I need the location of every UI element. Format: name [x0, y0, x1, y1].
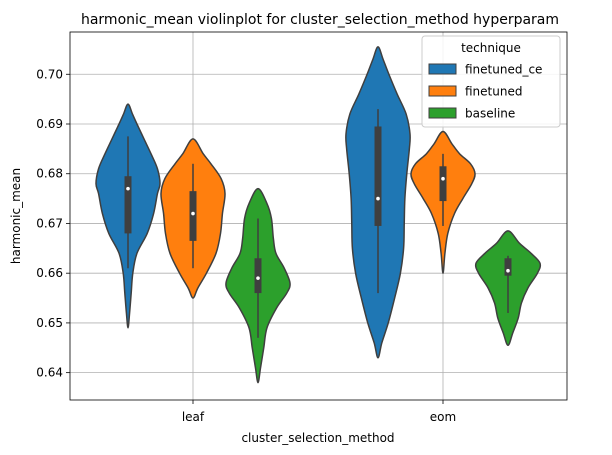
violin-iqr-box [439, 166, 447, 202]
violin-layer [95, 46, 542, 384]
violin-median-dot [126, 186, 130, 191]
y-tick-label: 0.67 [36, 216, 63, 230]
violin-iqr-box [374, 126, 382, 226]
x-tick-label: eom [430, 410, 456, 424]
violin-iqr-box [254, 258, 262, 294]
legend-label-baseline: baseline [465, 107, 515, 121]
violin-median-dot [376, 196, 380, 201]
violin-iqr-box [504, 258, 512, 276]
plot-area-frame [69, 31, 568, 401]
violin-median-dot [506, 268, 510, 273]
violin-median-dot [441, 176, 445, 181]
legend-swatch-baseline [428, 107, 457, 119]
legend-swatch-finetuned_ce [428, 63, 457, 75]
x-tick-label: leaf [182, 410, 205, 424]
y-tick-label: 0.66 [36, 266, 63, 280]
violin-iqr-box [124, 176, 132, 234]
violin-median-dot [256, 276, 260, 280]
legend-title: technique [461, 41, 521, 55]
y-tick-label: 0.65 [36, 316, 63, 330]
x-axis: leaf eom [182, 400, 456, 424]
legend-box [421, 35, 561, 128]
violin-median-dot [191, 211, 195, 216]
legend: technique finetuned_ce finetuned baseline [421, 35, 561, 128]
chart-title: harmonic_mean violinplot for cluster_sel… [81, 12, 559, 28]
x-axis-label: cluster_selection_method [241, 431, 394, 445]
y-tick-label: 0.64 [36, 366, 63, 380]
legend-label-finetuned: finetuned [465, 85, 522, 99]
y-axis: 0.64 0.65 0.66 0.67 0.68 0.69 0.70 [36, 67, 70, 380]
violin-iqr-box [189, 191, 197, 241]
legend-swatch-finetuned [428, 85, 457, 97]
y-tick-label: 0.69 [36, 117, 63, 131]
y-tick-label: 0.70 [36, 67, 63, 81]
y-tick-label: 0.68 [36, 167, 63, 181]
y-axis-label: harmonic_mean [9, 168, 23, 264]
legend-label-finetuned_ce: finetuned_ce [465, 63, 542, 77]
